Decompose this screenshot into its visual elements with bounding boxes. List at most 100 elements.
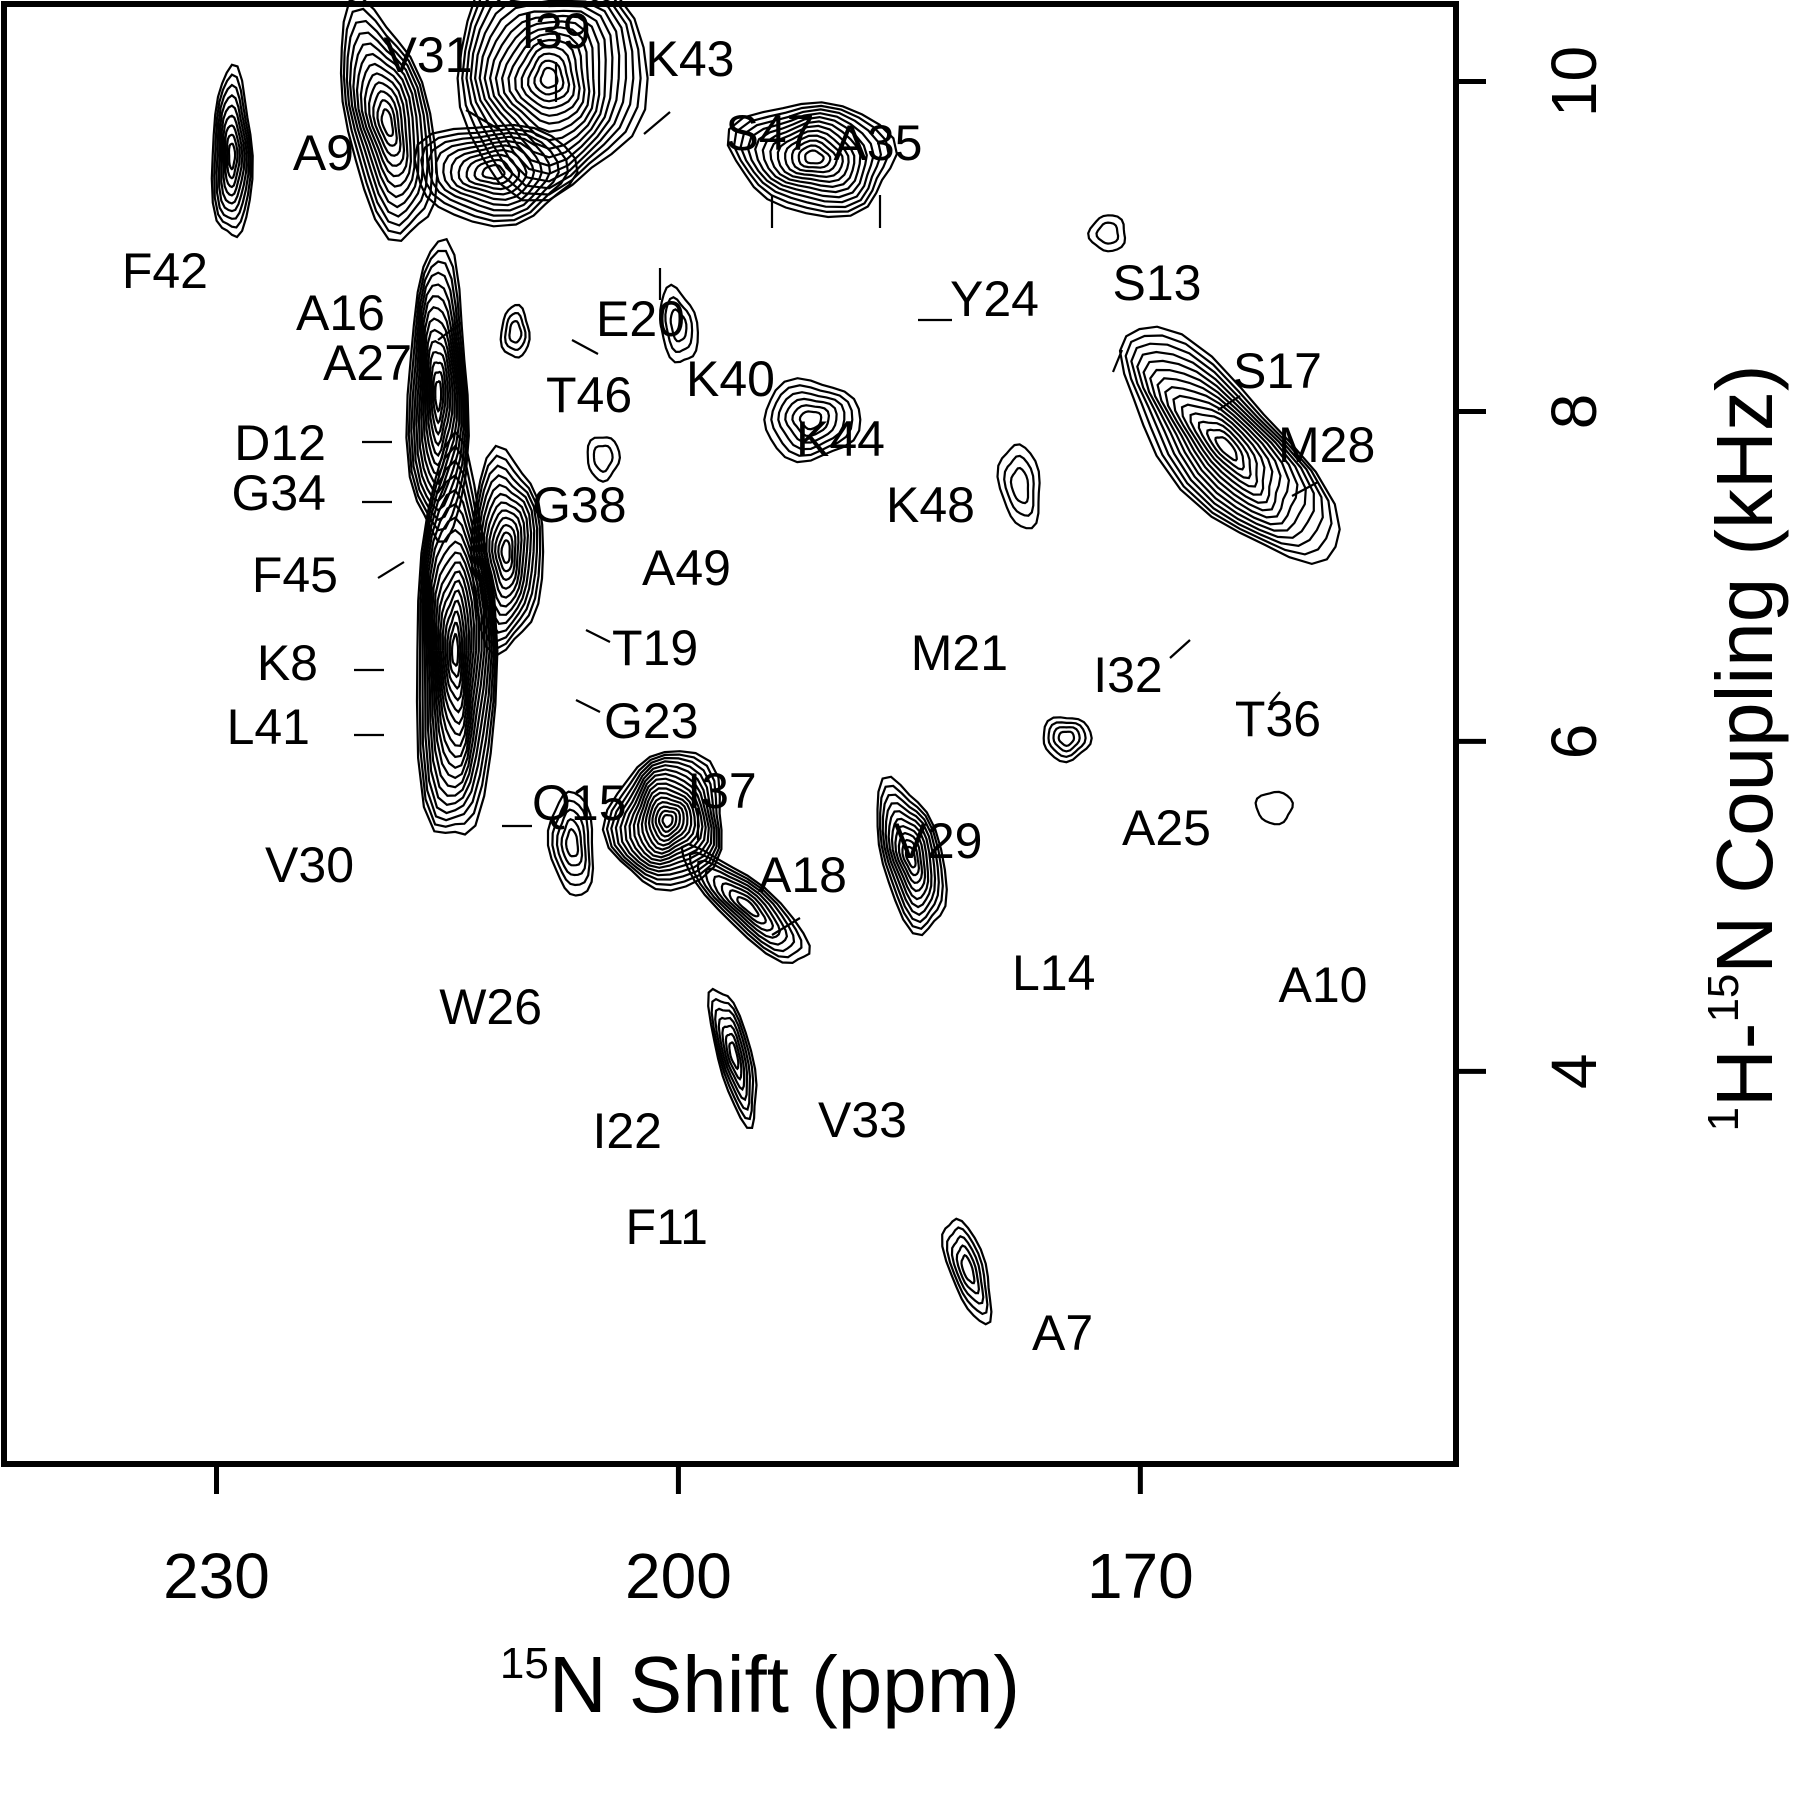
contour-line [446, 610, 464, 690]
contour-line [651, 800, 685, 843]
contour-line [776, 129, 850, 184]
peak-label-f42: F42 [122, 243, 208, 299]
contour-line [1118, 325, 1341, 566]
label-leader-line [771, 917, 801, 936]
contour-line [797, 144, 832, 169]
contour-line [659, 283, 700, 364]
contour-line [710, 997, 755, 1121]
peak-label-k43: K43 [646, 31, 735, 87]
contour-line [897, 831, 924, 885]
contour-line [507, 32, 586, 125]
contour-line [763, 377, 862, 464]
contour-line [654, 805, 682, 838]
contour-line [220, 104, 246, 205]
contour-line [376, 99, 398, 147]
peak-label-a27: A27 [323, 335, 412, 391]
y-tick-label: 4 [1538, 1054, 1610, 1090]
label-leader-line [437, 321, 463, 341]
contour-line [407, 249, 469, 532]
peak-label-m28: M28 [1278, 417, 1375, 473]
label-leader-line [465, 109, 501, 131]
peak-label-k40: K40 [686, 351, 775, 407]
contour-line [465, 0, 635, 190]
contour-line [482, 492, 530, 616]
contour-line [363, 72, 409, 178]
contour-line [790, 139, 838, 174]
peak-contours [210, 0, 1341, 1326]
contour-line [477, 474, 536, 634]
contour-line [500, 26, 591, 133]
contour-line [422, 473, 493, 815]
contour-line [421, 458, 496, 822]
contour-line [1003, 454, 1035, 517]
contour-line [430, 540, 481, 770]
contour-line [348, 31, 425, 218]
contour-line [210, 63, 254, 239]
contour-line [1189, 412, 1259, 488]
peak-label-g38: G38 [532, 477, 627, 533]
contour-line [1164, 385, 1282, 512]
contour-line [485, 501, 526, 608]
peak-label-g23: G23 [604, 693, 699, 749]
contour-line [724, 1032, 743, 1081]
contour-line [418, 444, 497, 828]
x-tick-label: 200 [625, 1540, 732, 1612]
contour-line [721, 1024, 746, 1092]
contour-line [1095, 221, 1120, 245]
peak-label-e20: E20 [596, 291, 685, 347]
x-tick-label: 170 [1087, 1540, 1194, 1612]
contour-line [439, 579, 471, 726]
y-tick-label: 10 [1538, 46, 1610, 117]
contour-line [798, 410, 823, 431]
contour-line [720, 882, 775, 932]
contour-line [225, 133, 239, 180]
contour-line [434, 561, 476, 747]
contour-line [444, 599, 466, 702]
contour-line [777, 391, 846, 451]
x-axis-title-main: N Shift (ppm) [549, 1640, 1020, 1729]
contour-line [469, 0, 628, 183]
label-leader-line [1169, 639, 1191, 659]
contour-line [619, 764, 713, 873]
peak-label-k48: K48 [886, 477, 975, 533]
plot-frame [1, 1, 1459, 1467]
peak-label-q15: Q15 [532, 775, 627, 831]
label-leader-lines [354, 62, 1319, 936]
contour-line [461, 0, 642, 196]
contour-line [503, 311, 527, 351]
peak-label-k8: K8 [257, 635, 318, 691]
peak-label-i39: I39 [521, 3, 591, 59]
contour-line [688, 851, 803, 959]
y-tick-label: 8 [1538, 394, 1610, 430]
contour-line [415, 429, 499, 836]
contour-line [488, 14, 601, 150]
peak-label-l41: L41 [227, 699, 310, 755]
contour-line [551, 799, 591, 887]
peak-label-s13: S13 [1113, 255, 1202, 311]
contour-line [441, 589, 468, 714]
contour-line [222, 114, 244, 197]
peak-label-d12: D12 [234, 415, 326, 471]
contour-line [1124, 334, 1333, 556]
contour-line [555, 808, 587, 877]
contour-line [224, 124, 242, 189]
peak-label-f11: F11 [626, 1199, 708, 1255]
peak-label-a18: A18 [758, 847, 847, 903]
contour-line [432, 551, 478, 759]
contour-line [481, 163, 506, 181]
peak-label-v33: V33 [818, 1092, 907, 1148]
contour-line [359, 62, 413, 188]
contour-line [483, 9, 607, 159]
contour-line [950, 1234, 985, 1305]
contour-line [669, 308, 688, 343]
contour-line [430, 361, 447, 437]
y-axis-title: 1H-15N Coupling (kHz) [1699, 365, 1789, 1132]
peak-label-i37: I37 [687, 763, 757, 819]
contour-line [732, 104, 890, 214]
contour-line [473, 158, 513, 186]
contour-line [1214, 436, 1238, 462]
contour-line [480, 483, 533, 625]
label-leader-line [1217, 395, 1241, 411]
contour-line [628, 772, 707, 866]
contour-line [717, 1016, 748, 1102]
